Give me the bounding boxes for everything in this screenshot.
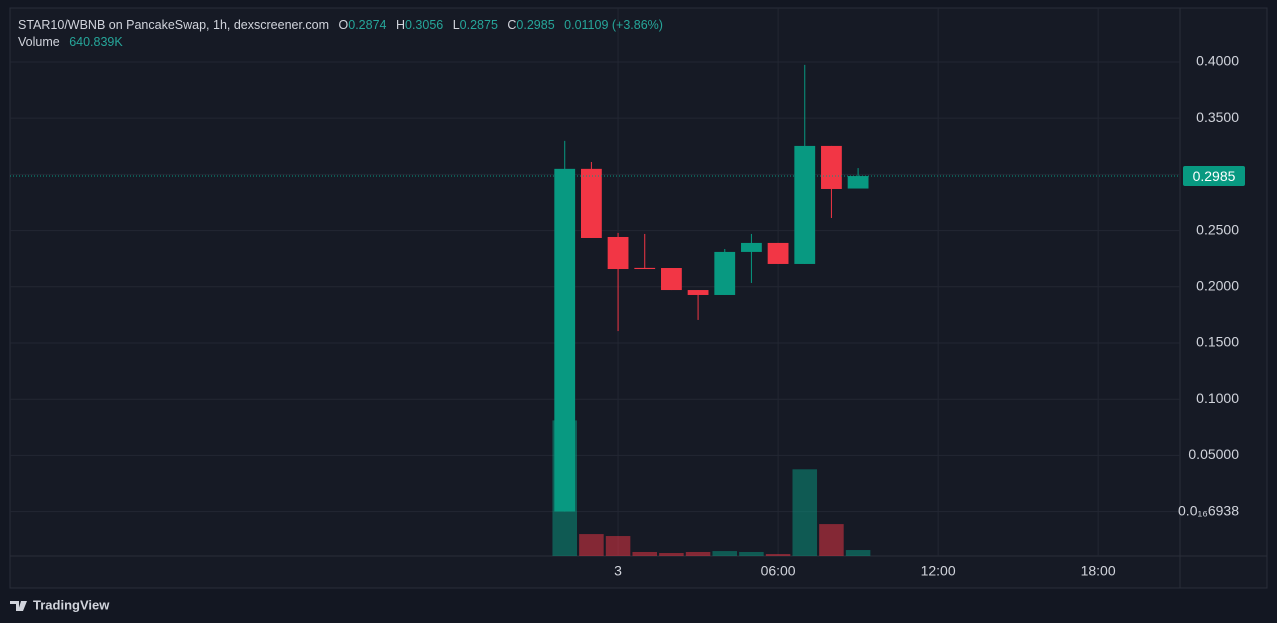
y-tick-label: 0.4000: [1196, 53, 1239, 69]
brand-logo: [10, 601, 27, 611]
candle-body: [554, 168, 576, 512]
ohlc-value: 0.2985: [516, 18, 555, 32]
x-tick-label: 06:00: [761, 563, 796, 579]
candle-body: [580, 168, 602, 238]
chart-frame: [9, 7, 1268, 589]
candle-body: [821, 145, 842, 189]
ohlc-key: H: [395, 18, 405, 32]
candle-body: [634, 267, 656, 270]
last-price-label: 0.2985: [1193, 168, 1236, 184]
y-tick-label: 0.1000: [1196, 390, 1239, 406]
candle-body: [847, 176, 869, 189]
volume-bar: [845, 550, 871, 556]
ohlc-value: 0.2874: [348, 18, 387, 32]
y-tick-label: 0.2000: [1196, 277, 1239, 293]
volume-bar: [632, 551, 658, 556]
x-tick-label: 3: [614, 563, 622, 579]
y-tick-label: 0.05000: [1188, 446, 1239, 462]
candle-body: [794, 145, 816, 264]
y-tick-label: 0.0₁₆6938: [1178, 502, 1239, 518]
y-tick-label: 0.2500: [1196, 221, 1239, 237]
ohlc-value: 0.3056: [405, 18, 444, 32]
volume-bar: [605, 536, 631, 556]
candle-body: [687, 290, 709, 295]
y-tick-label: 0.3500: [1196, 109, 1239, 125]
volume-bar: [712, 551, 738, 556]
legend: STAR10/WBNB on PancakeSwap, 1h, dexscree…: [18, 17, 663, 51]
volume-bar: [792, 469, 818, 556]
candle-body: [714, 251, 736, 295]
ohlc-key: L: [452, 18, 460, 32]
candle-body: [607, 236, 629, 270]
volume-bar: [765, 554, 791, 556]
volume-bar: [739, 551, 764, 556]
candle-body: [741, 242, 762, 252]
volume-bar: [685, 551, 711, 556]
volume-value: 640.839K: [69, 35, 123, 49]
ohlc-value: 0.2875: [459, 18, 498, 32]
legend-row: STAR10/WBNB on PancakeSwap, 1h, dexscree…: [18, 17, 663, 34]
legend-row: Volume 640.839K: [18, 34, 663, 51]
volume-name: Volume: [18, 35, 60, 49]
candle-body: [767, 242, 789, 264]
y-tick-label: 0.1500: [1196, 334, 1239, 350]
ohlc-key: C: [507, 18, 517, 32]
volume-bar: [579, 534, 604, 556]
candle-body: [661, 268, 682, 291]
x-tick-label: 18:00: [1081, 563, 1116, 579]
ohlc-key: O: [338, 18, 349, 32]
x-tick-label: 12:00: [921, 563, 956, 579]
change: 0.01109 (+3.86%): [564, 18, 663, 32]
volume-bar: [819, 524, 844, 556]
last-price-tag: [1183, 166, 1245, 187]
brand: TradingView: [33, 597, 110, 612]
symbol-title: STAR10/WBNB on PancakeSwap, 1h, dexscree…: [18, 18, 330, 32]
volume-bar: [659, 553, 684, 556]
